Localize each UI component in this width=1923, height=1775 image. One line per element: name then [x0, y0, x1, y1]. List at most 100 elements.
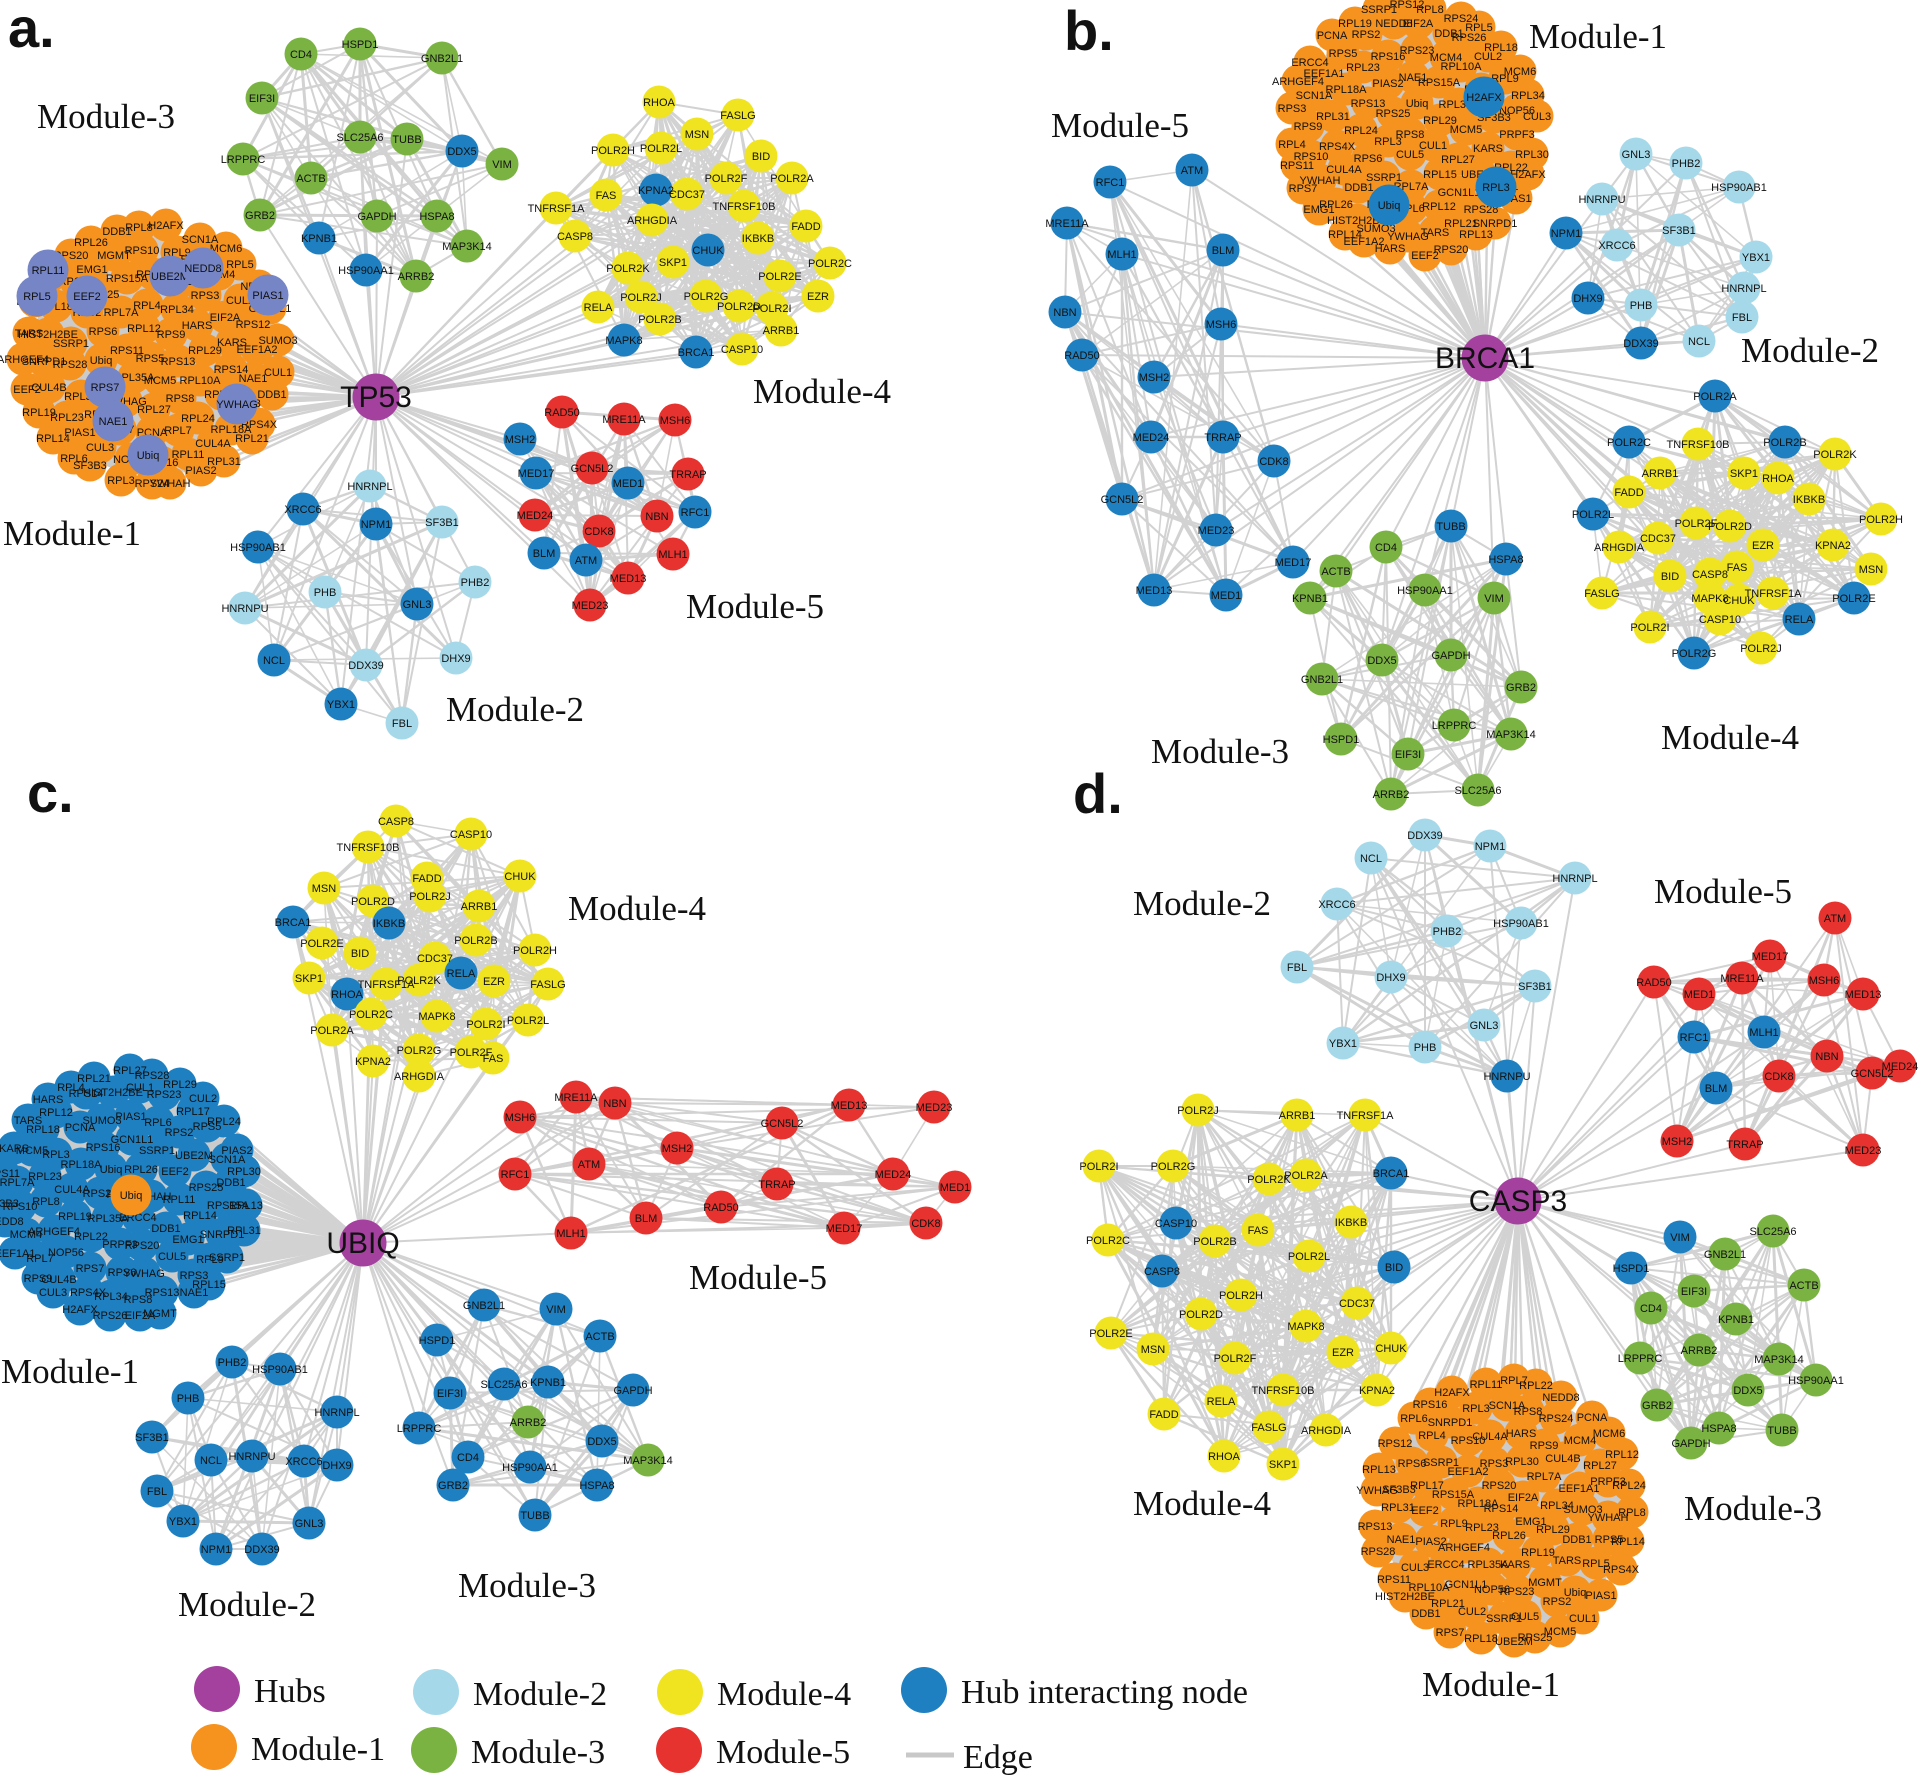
svg-text:RPL11: RPL11: [1470, 1379, 1503, 1391]
svg-text:KPNA2: KPNA2: [1359, 1385, 1395, 1397]
svg-text:TUBB: TUBB: [1767, 1425, 1796, 1437]
svg-text:TUBB: TUBB: [520, 1510, 549, 1522]
svg-text:FAS: FAS: [1727, 562, 1748, 574]
svg-text:POLR2K: POLR2K: [397, 975, 441, 987]
svg-text:Edge: Edge: [963, 1739, 1033, 1775]
svg-text:RPS8: RPS8: [166, 393, 195, 405]
svg-text:MED24: MED24: [1882, 1061, 1919, 1073]
svg-text:CASP10: CASP10: [1699, 614, 1741, 626]
svg-text:GCN5L2: GCN5L2: [1851, 1068, 1894, 1080]
svg-text:EIF2A: EIF2A: [210, 312, 241, 324]
svg-text:TNFRSF1A: TNFRSF1A: [358, 979, 416, 991]
svg-text:HIST2H2BE: HIST2H2BE: [1327, 215, 1387, 227]
svg-text:RPL23: RPL23: [28, 1171, 62, 1183]
svg-text:BRCA1: BRCA1: [1373, 1168, 1410, 1180]
svg-text:RPS28: RPS28: [135, 1070, 170, 1082]
svg-text:RPS13: RPS13: [161, 356, 196, 368]
svg-text:Module-4: Module-4: [753, 372, 891, 411]
svg-text:POLR2I: POLR2I: [1630, 622, 1669, 634]
svg-text:FBL: FBL: [1732, 312, 1752, 324]
svg-text:NAE1: NAE1: [99, 416, 128, 428]
svg-text:DDB1: DDB1: [102, 226, 131, 238]
svg-text:Module-2: Module-2: [1741, 331, 1879, 370]
svg-text:RPS6: RPS6: [1398, 1458, 1427, 1470]
svg-text:RPS5: RPS5: [193, 1121, 222, 1133]
svg-text:EEF1A1: EEF1A1: [1559, 1483, 1600, 1495]
svg-text:EIF3I: EIF3I: [1395, 749, 1421, 761]
svg-text:ARHGDIA: ARHGDIA: [1301, 1425, 1352, 1437]
svg-text:SNRPD1: SNRPD1: [22, 356, 67, 368]
svg-text:RPS23: RPS23: [147, 1089, 182, 1101]
svg-text:MGMT: MGMT: [143, 1308, 177, 1320]
svg-text:CUL1: CUL1: [264, 367, 292, 379]
svg-text:MED1: MED1: [940, 1182, 971, 1194]
svg-text:Module-1: Module-1: [251, 1731, 385, 1768]
svg-text:RFC1: RFC1: [501, 1169, 530, 1181]
svg-text:TRRAP: TRRAP: [758, 1179, 795, 1191]
svg-text:CD4: CD4: [457, 1452, 479, 1464]
svg-text:RPL22: RPL22: [1519, 1380, 1553, 1392]
svg-text:TNFRSF1A: TNFRSF1A: [1745, 588, 1803, 600]
svg-text:RPL13: RPL13: [1362, 1464, 1396, 1476]
svg-text:RPS7: RPS7: [1289, 183, 1318, 195]
svg-text:EZR: EZR: [1332, 1347, 1354, 1359]
svg-text:Module-5: Module-5: [716, 1734, 850, 1771]
svg-text:ATM: ATM: [1824, 913, 1846, 925]
svg-text:HSP90AA1: HSP90AA1: [1788, 1375, 1844, 1387]
svg-text:MAPK8: MAPK8: [1287, 1321, 1324, 1333]
svg-text:ARRB1: ARRB1: [461, 901, 498, 913]
svg-text:CUL1: CUL1: [126, 1082, 154, 1094]
svg-text:POLR2F: POLR2F: [1675, 518, 1718, 530]
svg-text:RPS12: RPS12: [1378, 1438, 1413, 1450]
svg-text:RPS20: RPS20: [125, 1240, 160, 1252]
svg-text:POLR2E: POLR2E: [300, 938, 343, 950]
svg-text:CUL5: CUL5: [1511, 1611, 1539, 1623]
svg-text:EMG1: EMG1: [1303, 204, 1334, 216]
svg-text:RPL27: RPL27: [113, 1065, 147, 1077]
svg-text:DHX9: DHX9: [322, 1460, 351, 1472]
svg-text:MRE11A: MRE11A: [602, 414, 646, 426]
svg-text:GNL3: GNL3: [1622, 149, 1651, 161]
svg-text:NEDD8: NEDD8: [184, 263, 221, 275]
svg-text:Hub interacting node: Hub interacting node: [961, 1674, 1248, 1711]
svg-text:RPS10: RPS10: [1294, 151, 1329, 163]
svg-text:NCL: NCL: [200, 1455, 222, 1467]
svg-text:YBX1: YBX1: [1742, 252, 1770, 264]
svg-text:RHOA: RHOA: [331, 989, 363, 1001]
svg-text:SLC25A6: SLC25A6: [336, 132, 383, 144]
svg-text:MED24: MED24: [1133, 432, 1170, 444]
svg-text:POLR2F: POLR2F: [705, 173, 748, 185]
svg-text:DHX9: DHX9: [1573, 293, 1602, 305]
svg-text:RAD50: RAD50: [1636, 977, 1671, 989]
svg-text:TP53: TP53: [340, 381, 412, 414]
svg-text:IKBKB: IKBKB: [1335, 1217, 1367, 1229]
svg-text:MCM4: MCM4: [1564, 1435, 1596, 1447]
svg-text:RPL24: RPL24: [207, 1116, 241, 1128]
svg-text:ARHGDIA: ARHGDIA: [1594, 542, 1645, 554]
svg-text:RPS8: RPS8: [1396, 129, 1425, 141]
svg-text:CUL2: CUL2: [226, 295, 254, 307]
svg-text:TARS: TARS: [1553, 1555, 1582, 1567]
svg-text:MAPK8: MAPK8: [1691, 593, 1728, 605]
svg-text:YWHAG: YWHAG: [216, 399, 258, 411]
svg-text:BRCA1: BRCA1: [275, 917, 312, 929]
svg-text:SLC25A6: SLC25A6: [480, 1379, 527, 1391]
svg-text:DDX39: DDX39: [348, 660, 383, 672]
svg-text:RPL30: RPL30: [1515, 149, 1549, 161]
svg-text:ATM: ATM: [1181, 165, 1203, 177]
svg-text:ARHGEF4: ARHGEF4: [28, 1226, 80, 1238]
svg-text:CD4: CD4: [1375, 542, 1397, 554]
svg-text:MED17: MED17: [1752, 951, 1789, 963]
svg-text:RPL6: RPL6: [144, 1117, 172, 1129]
svg-text:H2AFX: H2AFX: [1466, 92, 1502, 104]
svg-text:RPL5: RPL5: [226, 259, 254, 271]
svg-text:HSPA8: HSPA8: [579, 1480, 614, 1492]
svg-text:ARRB1: ARRB1: [1642, 468, 1679, 480]
svg-text:EZR: EZR: [807, 291, 829, 303]
svg-text:EMG1: EMG1: [172, 1234, 203, 1246]
svg-text:YBX1: YBX1: [169, 1516, 197, 1528]
svg-text:RPS8: RPS8: [1514, 1406, 1543, 1418]
svg-text:EEF2: EEF2: [1411, 1505, 1439, 1517]
svg-text:RPS16: RPS16: [1413, 1399, 1448, 1411]
svg-text:CUL4A: CUL4A: [1326, 164, 1362, 176]
